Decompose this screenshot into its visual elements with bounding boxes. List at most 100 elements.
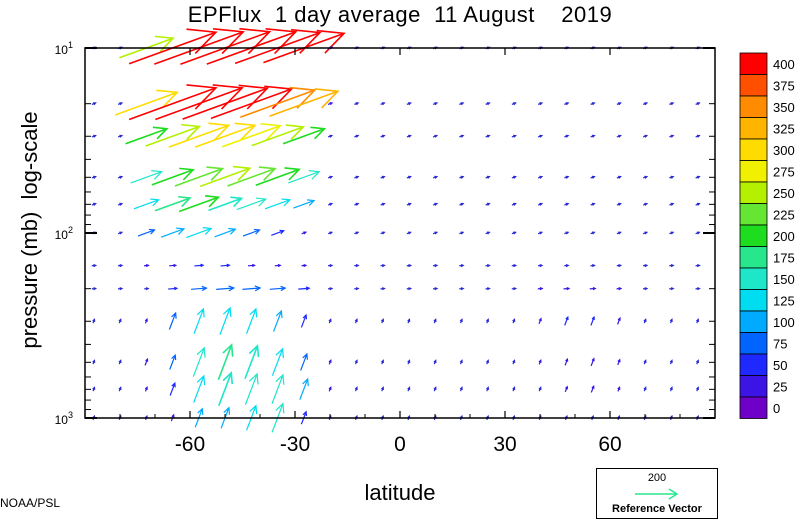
colorbar-swatch: [739, 332, 768, 355]
ep-flux-vector: [380, 359, 385, 365]
ep-flux-vector: [511, 202, 517, 206]
ep-flux-vector: [538, 317, 542, 325]
ep-flux-vector: [293, 199, 316, 209]
ep-flux-vector: [459, 231, 465, 235]
ep-flux-vector: [144, 357, 149, 366]
ep-flux-vector: [169, 381, 176, 396]
ep-flux-vector: [218, 371, 234, 407]
ep-flux-vector: [511, 263, 518, 268]
ep-flux-vector: [537, 134, 544, 138]
ep-flux-vector: [301, 231, 308, 235]
ep-flux-vector: [220, 263, 231, 268]
ep-flux-vector: [327, 134, 334, 138]
ep-flux-vector: [590, 175, 596, 179]
ep-flux-vector: [380, 134, 386, 138]
ep-flux-vector: [564, 263, 570, 268]
ep-flux-vector: [564, 102, 570, 106]
y-tick-label: 103: [55, 410, 73, 427]
ep-flux-vector: [590, 231, 596, 235]
ep-flux-vector: [643, 359, 647, 365]
ep-flux-vector: [669, 231, 675, 235]
ep-flux-vector: [642, 231, 649, 235]
ep-flux-vector: [242, 228, 261, 237]
ep-flux-vector: [459, 102, 465, 106]
ep-flux-vector: [590, 202, 596, 206]
ep-flux-vector: [217, 343, 234, 381]
ep-flux-vector: [616, 263, 623, 268]
ep-flux-vector: [118, 359, 122, 365]
x-tick-label: -60: [175, 433, 205, 456]
ep-flux-vector: [537, 175, 544, 179]
ep-flux-vector: [669, 175, 675, 179]
ep-flux-vector: [695, 318, 700, 324]
ep-flux-vector: [117, 102, 124, 106]
ep-flux-vector: [92, 386, 96, 392]
ep-flux-vector: [216, 285, 236, 292]
ep-flux-vector: [168, 286, 179, 291]
ep-flux-vector: [168, 122, 231, 148]
reference-vector-label: Reference Vector: [612, 503, 702, 515]
ep-flux-vector: [563, 287, 571, 291]
colorbar-swatch: [739, 375, 768, 398]
colorbar-swatch: [739, 289, 768, 312]
ep-flux-vector: [174, 166, 225, 187]
ep-flux-vector: [485, 202, 491, 206]
ep-flux-vector: [169, 263, 178, 268]
ep-flux-vector: [669, 134, 675, 138]
ep-flux-vector: [91, 202, 97, 206]
ep-flux-vector: [433, 386, 437, 392]
ep-flux-vector: [407, 386, 411, 392]
colorbar-label: 350: [773, 100, 795, 115]
ep-flux-vector: [91, 287, 98, 291]
ep-flux-vector: [433, 359, 437, 365]
ep-flux-vector: [669, 202, 675, 206]
ep-flux-vector: [459, 318, 463, 324]
ep-flux-vector: [616, 287, 623, 291]
ep-flux-vector: [263, 29, 346, 64]
ep-flux-vector: [240, 86, 317, 118]
ep-flux-vector: [380, 102, 386, 106]
ep-flux-vector: [264, 198, 292, 210]
x-tick-label: -30: [280, 433, 310, 456]
ep-flux-vector: [117, 134, 124, 138]
colorbar-swatch: [739, 353, 768, 376]
reference-vector-value: 200: [647, 472, 667, 484]
ep-flux-vector: [327, 231, 334, 235]
ep-flux-vector: [406, 263, 413, 268]
ep-flux-vector: [695, 102, 701, 106]
colorbar: 4003753503253002752502252001751501251007…: [739, 52, 795, 419]
ep-flux-vector: [564, 175, 570, 179]
ep-flux-vector: [564, 385, 569, 393]
ep-flux-vector: [274, 263, 282, 268]
ep-flux-vector: [406, 102, 412, 106]
ep-flux-vector: [91, 102, 97, 106]
ep-flux-vector: [354, 175, 360, 179]
ep-flux-vector: [616, 134, 622, 138]
ep-flux-vector: [91, 175, 97, 179]
ep-flux-vector: [354, 359, 358, 365]
ep-flux-vector: [91, 134, 97, 138]
colorbar-label: 275: [773, 164, 795, 179]
ep-flux-vector: [406, 287, 413, 291]
ep-flux-vector: [433, 318, 437, 324]
ep-flux-vector: [354, 202, 360, 206]
colorbar-swatch: [739, 74, 768, 97]
ep-flux-vector: [406, 231, 412, 235]
ep-flux-vector: [169, 353, 177, 370]
ep-flux-vector: [695, 202, 701, 206]
ep-flux-vector: [616, 202, 622, 206]
ep-flux-vector: [168, 311, 177, 330]
colorbar-label: 300: [773, 143, 795, 158]
ep-flux-vector: [354, 386, 358, 392]
colorbar-swatch: [739, 246, 768, 269]
ep-flux-vector: [271, 347, 284, 376]
ep-flux-vector: [512, 318, 516, 324]
ep-flux-vector: [327, 263, 334, 268]
ep-flux-vector: [299, 377, 309, 400]
colorbar-label: 0: [773, 401, 780, 416]
ep-flux-vector: [327, 175, 334, 179]
ep-flux-vector: [511, 175, 517, 179]
ep-flux-vector: [485, 134, 491, 138]
ep-flux-vector: [118, 386, 122, 392]
ep-flux-vector: [273, 309, 283, 332]
